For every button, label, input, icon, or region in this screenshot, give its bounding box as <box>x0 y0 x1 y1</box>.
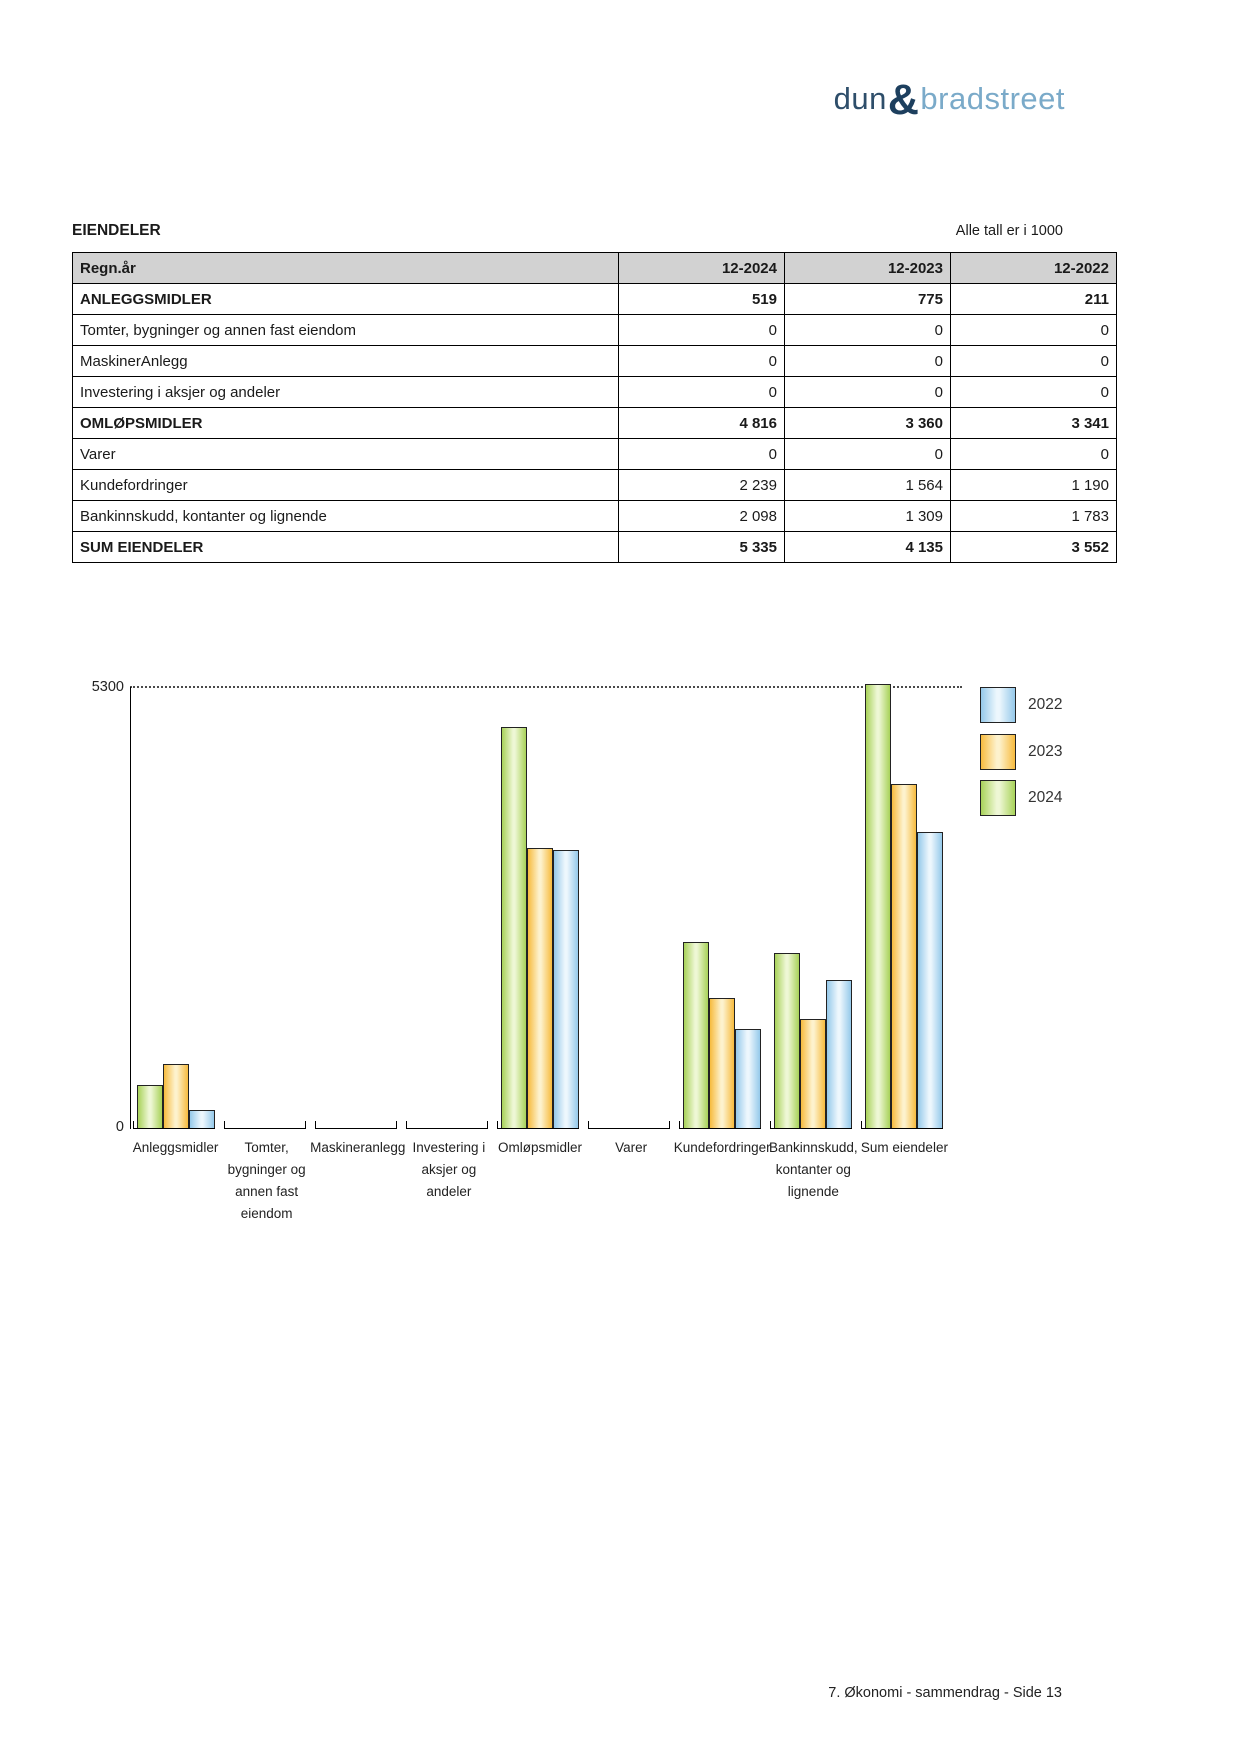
x-category-label: Omløpsmidler <box>497 1140 582 1155</box>
row-label-cell: Investering i aksjer og andeler <box>72 376 619 408</box>
value-cell: 519 <box>618 283 785 315</box>
x-axis-segment <box>405 1121 488 1129</box>
value-cell: 1 190 <box>950 469 1117 501</box>
column-header-year: 12-2023 <box>784 252 951 284</box>
bar-2022 <box>188 1110 215 1128</box>
bar-2024 <box>683 941 710 1128</box>
bar-2022 <box>553 850 579 1128</box>
bar-2023 <box>891 783 918 1128</box>
legend-swatch-2024 <box>980 780 1016 816</box>
x-category-label: Maskineranlegg <box>310 1140 406 1155</box>
x-category-label: Anleggsmidler <box>132 1140 219 1155</box>
bar-2024 <box>501 727 527 1128</box>
y-axis-line <box>130 687 132 1129</box>
value-cell: 5 335 <box>618 531 785 563</box>
value-cell: 0 <box>950 314 1117 346</box>
bar-2022 <box>826 979 853 1128</box>
bar-2022 <box>917 832 944 1128</box>
legend-label-2022: 2022 <box>1028 696 1063 713</box>
logo-text-dun: dun <box>833 81 887 116</box>
x-category-label: Sum eiendeler <box>860 1140 948 1155</box>
value-cell: 0 <box>784 376 951 408</box>
legend-swatch-2022 <box>980 687 1016 723</box>
x-category-label: Investering i aksjer og andeler <box>412 1140 486 1199</box>
x-category-label: Bankinnskudd, kontanter og lignende <box>769 1140 858 1199</box>
value-cell: 4 135 <box>784 531 951 563</box>
row-label-cell: MaskinerAnlegg <box>72 345 619 377</box>
x-axis-segment <box>223 1121 306 1129</box>
column-header-year: 12-2024 <box>618 252 785 284</box>
value-cell: 3 552 <box>950 531 1117 563</box>
value-cell: 0 <box>618 314 785 346</box>
dun-bradstreet-logo: dun&bradstreet <box>834 76 1065 125</box>
bar-2023 <box>527 848 553 1128</box>
max-gridline <box>130 686 962 688</box>
value-cell: 0 <box>950 376 1117 408</box>
assets-table: Regn.år 12-2024 12-2023 12-2022 ANLEGGSMIDL… <box>72 252 1117 563</box>
value-cell: 2 098 <box>618 500 785 532</box>
y-tick-zero: 0 <box>115 1119 124 1135</box>
table-row: Investering i aksjer og andeler 0 0 0 <box>72 376 1117 408</box>
section-title: EIENDELER <box>72 222 161 239</box>
legend-label-2024: 2024 <box>1028 789 1063 806</box>
bar-2024 <box>136 1084 163 1128</box>
row-label-cell: Kundefordringer <box>72 469 619 501</box>
table-row: MaskinerAnlegg 0 0 0 <box>72 345 1117 377</box>
value-cell: 775 <box>784 283 951 315</box>
page-footer: 7. Økonomi - sammendrag - Side 13 <box>828 1685 1062 1701</box>
value-cell: 0 <box>618 376 785 408</box>
bar-2023 <box>709 997 736 1128</box>
logo-ampersand-icon: & <box>887 76 920 124</box>
bar-2022 <box>735 1028 762 1128</box>
legend-label-2023: 2023 <box>1028 742 1063 760</box>
y-tick-max: 5300 <box>91 679 124 695</box>
x-axis-segment <box>588 1121 671 1129</box>
table-row: OMLØPSMIDLER 4 816 3 360 3 341 <box>72 407 1117 439</box>
table-row: Kundefordringer 2 239 1 564 1 190 <box>72 469 1117 501</box>
x-category-label: Tomter, bygninger og annen fast eiendom <box>227 1140 306 1221</box>
units-note: Alle tall er i 1000 <box>955 223 1063 239</box>
x-category-label: Varer <box>615 1140 648 1155</box>
table-row: Varer 0 0 0 <box>72 438 1117 470</box>
bar-2024 <box>865 684 892 1128</box>
value-cell: 0 <box>784 345 951 377</box>
bar-2023 <box>800 1019 827 1128</box>
x-axis-segment <box>314 1121 397 1129</box>
value-cell: 0 <box>950 345 1117 377</box>
bar-2024 <box>774 953 801 1128</box>
value-cell: 3 360 <box>784 407 951 439</box>
x-category-label: Kundefordringer <box>673 1140 771 1155</box>
bar-2023 <box>162 1063 189 1128</box>
row-label-cell: SUM EIENDELER <box>72 531 619 563</box>
legend-swatch-2023 <box>980 733 1016 770</box>
value-cell: 0 <box>784 314 951 346</box>
value-cell: 211 <box>950 283 1117 315</box>
column-header-year: 12-2022 <box>950 252 1117 284</box>
logo-text-bradstreet: bradstreet <box>920 81 1065 116</box>
table-row: SUM EIENDELER 5 335 4 135 3 552 <box>72 531 1117 563</box>
